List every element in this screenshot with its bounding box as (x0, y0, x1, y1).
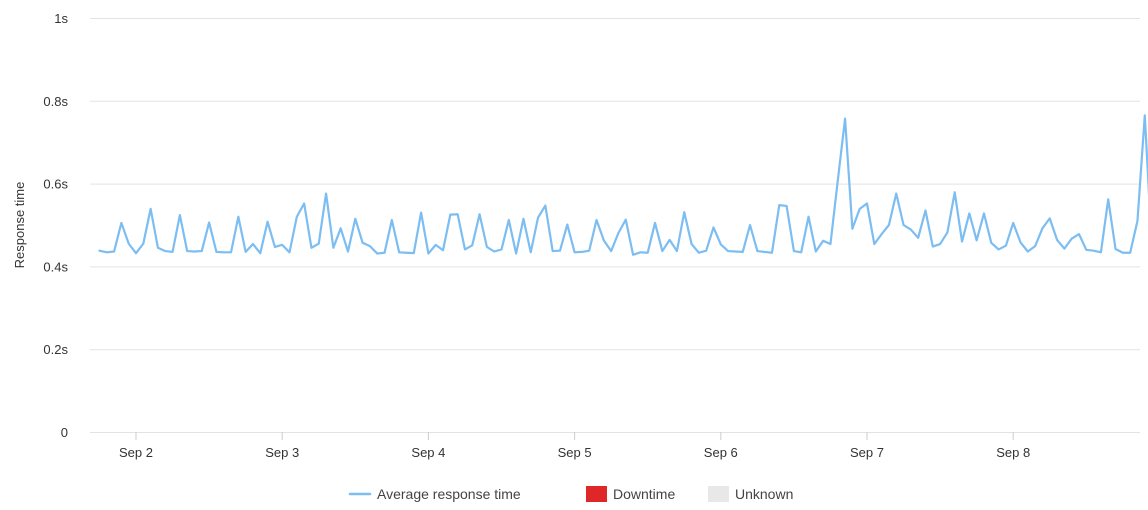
legend-item: Unknown (708, 486, 793, 502)
y-tick-label: 0.8s (43, 94, 68, 109)
legend-item: Downtime (586, 486, 675, 502)
legend-swatch (586, 486, 607, 502)
y-axis-title: Response time (12, 182, 27, 269)
y-axis-ticks: 0 0.2s 0.4s 0.6s 0.8s 1s (43, 11, 68, 440)
legend-swatch (708, 486, 729, 502)
y-tick-label: 0.2s (43, 342, 68, 357)
x-tick-label: Sep 6 (704, 445, 738, 460)
legend-item: Average response time (348, 486, 521, 502)
y-tick-label: 0.4s (43, 259, 68, 274)
grid-layer (90, 18, 1140, 433)
legend: Average response time Downtime Unknown (348, 486, 793, 502)
x-tick-label: Sep 7 (850, 445, 884, 460)
x-tick-label: Sep 5 (558, 445, 592, 460)
x-tick-label: Sep 3 (265, 445, 299, 460)
legend-label: Average response time (377, 486, 521, 502)
x-axis-ticks: Sep 2 Sep 3 Sep 4 Sep 5 Sep 6 Sep 7 Sep 8 (119, 432, 1030, 460)
series-layer[interactable] (98, 114, 1148, 256)
y-tick-label: 0 (61, 425, 68, 440)
legend-label: Downtime (613, 486, 675, 502)
x-tick-label: Sep 2 (119, 445, 153, 460)
y-tick-label: 0.6s (43, 177, 68, 192)
x-tick-label: Sep 8 (996, 445, 1030, 460)
y-tick-label: 1s (54, 11, 68, 26)
legend-label: Unknown (735, 486, 793, 502)
x-tick-label: Sep 4 (411, 445, 445, 460)
series-line-0[interactable] (98, 114, 1148, 256)
